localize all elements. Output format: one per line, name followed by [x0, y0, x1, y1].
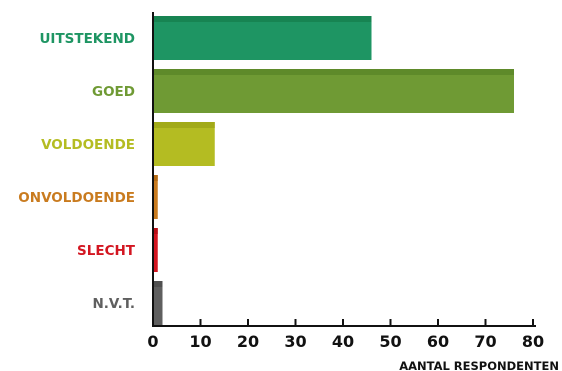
x-tick-label: 0 [147, 332, 158, 351]
bar-top-shade [153, 281, 163, 287]
category-label: N.V.T. [92, 296, 135, 312]
bar-top-shade [153, 122, 215, 128]
category-labels: UITSTEKEND GOED VOLDOENDE ONVOLDOENDE SLECHT… [18, 31, 135, 312]
bar-top-shade [153, 175, 158, 181]
x-axis-title: AANTAL RESPONDENTEN [399, 359, 559, 371]
x-tick-label: 80 [522, 332, 544, 351]
bar-onvoldoende [153, 175, 158, 219]
x-tick-label: 10 [189, 332, 211, 351]
bar-n-v-t [153, 281, 163, 325]
x-tick-label: 60 [427, 332, 449, 351]
category-label: UITSTEKEND [39, 31, 135, 47]
x-tick-label: 20 [237, 332, 259, 351]
category-label: VOLDOENDE [41, 137, 135, 153]
bar-voldoende [153, 122, 215, 166]
bar-uitstekend [153, 16, 372, 60]
bar-slecht [153, 228, 158, 272]
bar-top-shade [153, 228, 158, 234]
category-label: SLECHT [77, 243, 136, 259]
bar-top-shade [153, 69, 514, 75]
x-tick-label: 70 [474, 332, 496, 351]
category-label: GOED [92, 84, 135, 100]
bar-goed [153, 69, 514, 113]
bars-group [153, 16, 514, 325]
x-tick-label: 50 [379, 332, 401, 351]
x-tick-label: 30 [284, 332, 306, 351]
bar-top-shade [153, 16, 372, 22]
x-ticks: 0 10 20 30 40 50 60 70 80 [147, 319, 544, 351]
category-label: ONVOLDOENDE [18, 190, 135, 206]
x-tick-label: 40 [332, 332, 354, 351]
